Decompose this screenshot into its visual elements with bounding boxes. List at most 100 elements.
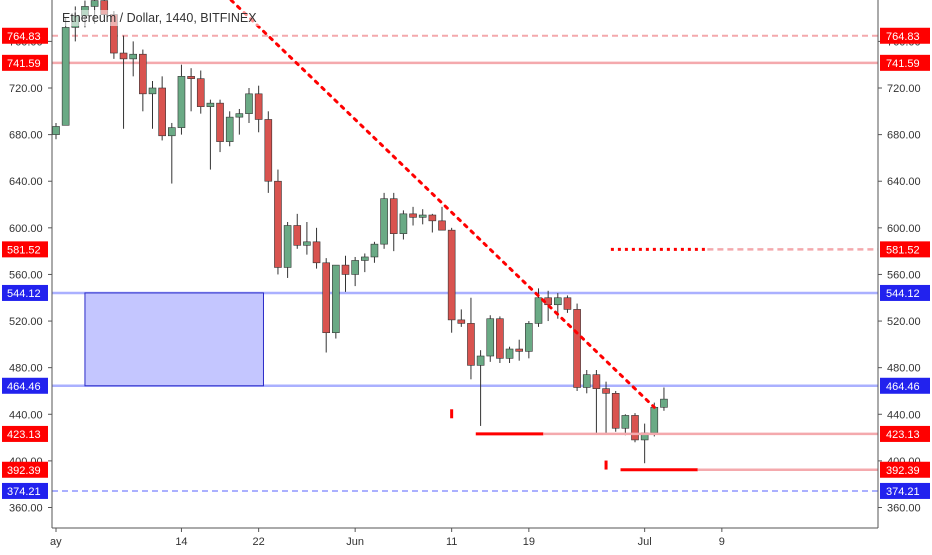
- price-tick-label: 720.00: [887, 83, 921, 95]
- level-badge-right: [880, 461, 930, 478]
- candle-body: [370, 243, 379, 258]
- candle-body: [187, 76, 195, 79]
- candle-body: [380, 198, 388, 245]
- candle-body: [660, 398, 668, 408]
- price-tick-label-left: 520.00: [9, 316, 43, 328]
- level-badge-right: [880, 54, 930, 71]
- candle-body: [399, 213, 408, 234]
- candle-body: [496, 318, 504, 359]
- candle-body: [409, 213, 417, 218]
- level-badge-left-text: 392.39: [7, 465, 41, 477]
- candle-body: [303, 241, 311, 246]
- price-tick-label: 600.00: [887, 223, 921, 235]
- level-badge-left: [2, 461, 48, 478]
- candle-body: [119, 52, 128, 60]
- level-badge-right: [880, 482, 930, 499]
- price-tick-label-left: 360.00: [9, 503, 43, 515]
- level-badge-left-text: 423.13: [7, 429, 41, 441]
- chart-title: Ethereum / Dollar, 1440, BITFINEX: [62, 11, 257, 25]
- candle-body: [621, 415, 630, 429]
- drawings: [228, 0, 878, 472]
- date-tick-label: ay: [50, 536, 62, 548]
- level-badge-left: [2, 241, 48, 258]
- level-badge-left-text: 374.21: [7, 486, 41, 498]
- candle-body: [505, 348, 514, 359]
- price-tick-label-left: 640.00: [9, 176, 43, 188]
- price-tick-label: 520.00: [887, 316, 921, 328]
- level-badge-right: [880, 27, 930, 44]
- candle-body: [254, 93, 263, 120]
- candle-body: [534, 297, 543, 324]
- marker-2: [604, 460, 608, 470]
- candle-body: [611, 393, 620, 429]
- level-badge-right-text: 464.46: [886, 381, 920, 393]
- level-badge-right-text: 741.59: [886, 58, 920, 70]
- price-tick-label: 680.00: [887, 130, 921, 142]
- level-badge-right-text: 392.39: [886, 465, 920, 477]
- level-badge-right: [880, 425, 930, 442]
- candle-body: [563, 297, 572, 310]
- candle-body: [168, 127, 176, 137]
- candle-body: [196, 78, 205, 107]
- date-tick-label: 9: [719, 536, 725, 548]
- candle-body: [525, 323, 533, 352]
- candle-body: [312, 241, 321, 264]
- price-tick-label: 440.00: [887, 409, 921, 421]
- candle-body: [61, 27, 70, 126]
- candle-body: [245, 93, 253, 114]
- date-tick-label: 11: [446, 536, 457, 548]
- candle-body: [90, 0, 99, 7]
- zone-layer: [84, 292, 264, 387]
- level-badge-left: [2, 377, 48, 394]
- candles: [52, 0, 668, 464]
- level-badge-left-text: 764.83: [7, 31, 41, 43]
- candle-body: [553, 297, 562, 306]
- candle-body: [216, 102, 224, 142]
- candle-body: [158, 87, 166, 137]
- candle-body: [235, 113, 244, 118]
- price-tick-label: 480.00: [887, 363, 921, 375]
- candle-body: [389, 198, 398, 234]
- candle-body: [264, 119, 273, 182]
- level-badge-right-text: 374.21: [886, 486, 920, 498]
- candle-body: [650, 406, 659, 434]
- title-background: [59, 10, 261, 26]
- level-badge-left-text: 464.46: [7, 381, 41, 393]
- price-tick-label-left: 680.00: [9, 130, 43, 142]
- candle-body: [293, 225, 302, 246]
- level-badge-right: [880, 241, 930, 258]
- candle-body: [177, 76, 186, 128]
- marker-1: [450, 409, 454, 419]
- candle-body: [573, 309, 581, 388]
- date-tick-label: 14: [175, 536, 187, 548]
- trendline: [228, 0, 656, 409]
- price-tick-label-left: 560.00: [9, 269, 43, 281]
- candle-body: [360, 256, 369, 261]
- candle-body: [486, 318, 495, 357]
- candle-body: [476, 355, 485, 366]
- level-badge-left-text: 581.52: [7, 244, 41, 256]
- price-tick-label: 360.00: [887, 503, 921, 515]
- candle-body: [139, 53, 147, 95]
- candle-body: [515, 348, 524, 352]
- level-badge-right: [880, 377, 930, 394]
- candle-body: [52, 126, 60, 135]
- price-tick-label-left: 440.00: [9, 409, 43, 421]
- level-badge-right-text: 423.13: [886, 429, 920, 441]
- candle-body: [341, 264, 350, 275]
- candle-body: [447, 229, 456, 321]
- level-badge-right-text: 581.52: [886, 244, 920, 256]
- price-tick-label-left: 720.00: [9, 83, 43, 95]
- candle-body: [351, 260, 359, 275]
- level-badge-right: [880, 284, 930, 301]
- candle-body: [438, 220, 446, 231]
- candle-body: [274, 180, 282, 268]
- blue-zone-box: [84, 292, 264, 387]
- date-tick-label: Jun: [346, 536, 364, 548]
- candle-body: [592, 374, 601, 389]
- price-tick-label-left: 480.00: [9, 363, 43, 375]
- level-badge-left: [2, 27, 48, 44]
